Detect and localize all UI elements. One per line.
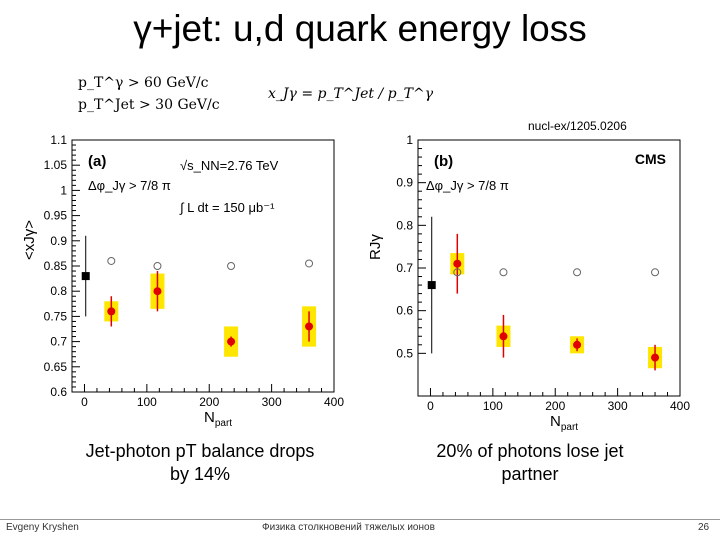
- panel-a-ytick-label: 0.8: [50, 284, 67, 298]
- footer-course: Физика столкновений тяжелых ионов: [262, 522, 435, 533]
- panel-a-point-pbpb: [153, 287, 162, 296]
- panel-a-ytick-label: 0.85: [44, 259, 68, 273]
- panel-b-xtick-label: 400: [670, 399, 690, 413]
- panel-b-point-pbpb: [453, 259, 462, 268]
- panel-a-point-pbpb: [227, 337, 236, 346]
- panel-a-point-reference: [153, 262, 162, 270]
- panel-a-label: (a): [88, 153, 106, 170]
- panel-a-point-pbpb: [107, 307, 116, 316]
- panel-b-xtick-label: 0: [427, 399, 434, 413]
- panel-b-ytick-label: 0.9: [396, 176, 413, 190]
- panel-b-ytick-label: 0.6: [396, 304, 413, 318]
- panel-a-point-pp: [81, 272, 90, 281]
- footer-divider: [0, 519, 720, 520]
- caption-balance: Jet-photon pT balance drops by 14%: [85, 441, 315, 484]
- panel-a-point-pbpb: [305, 322, 314, 331]
- reference-label: nucl-ex/1205.0206: [528, 119, 627, 133]
- panel-b-point-pbpb: [499, 332, 508, 341]
- panel-a-annot-dphi: Δφ_Jγ > 7/8 π: [88, 178, 171, 193]
- kinematic-cuts: p_T^γ > 60 GeV/c p_T^Jet > 30 GeV/c: [78, 72, 220, 116]
- panel-a-ytick-label: 1: [60, 183, 67, 197]
- cut-jet-pt: p_T^Jet > 30 GeV/c: [78, 97, 220, 113]
- panel-b-point-reference: [651, 268, 660, 277]
- panel-a-ytick-label: 0.6: [50, 385, 67, 399]
- panel-a-ytick-label: 0.95: [44, 209, 68, 223]
- panel-b-xtick-label: 200: [545, 399, 565, 413]
- panel-b-point-reference: [573, 268, 582, 277]
- panel-a-point-reference: [305, 259, 314, 268]
- caption-partner: 20% of photons lose jet partner: [436, 441, 624, 484]
- panel-b-xlabel: Npart: [550, 413, 578, 433]
- panel-a-xlabel: Npart: [204, 409, 232, 429]
- panel-a-ytick-label: 1.1: [50, 133, 67, 147]
- panel-a-xtick-label: 100: [137, 395, 157, 409]
- panel-b-point-pbpb: [651, 353, 660, 362]
- panel-a-ylabel: <xJγ>: [21, 220, 38, 260]
- panel-b-ylabel: RJγ: [367, 234, 384, 260]
- panel-b-ytick-label: 0.5: [396, 346, 413, 360]
- panel-a-xtick-label: 0: [81, 395, 88, 409]
- panel-a-xtick-label: 300: [262, 395, 282, 409]
- panel-b-point-reference: [499, 268, 508, 277]
- footer-page: 26: [698, 522, 710, 533]
- panel-b-ytick-label: 0.7: [396, 261, 413, 275]
- xjg-definition: x_Jγ = p_T^Jet / p_T^γ: [268, 86, 434, 102]
- panel-a-ytick-label: 0.65: [44, 360, 68, 374]
- panel-b-label: (b): [434, 153, 453, 170]
- panel-b-ytick-label: 0.8: [396, 218, 413, 232]
- panel-a-annot-lumi: ∫ L dt = 150 μb⁻¹: [179, 200, 275, 215]
- cut-photon-pt: p_T^γ > 60 GeV/c: [78, 75, 209, 91]
- panel-b-point-pbpb: [573, 340, 582, 349]
- panel-b-point-reference: [453, 268, 462, 277]
- panel-a-ytick-label: 0.9: [50, 234, 67, 248]
- panel-b-point-pp: [427, 281, 436, 290]
- panel-b-annot-dphi: Δφ_Jγ > 7/8 π: [426, 178, 509, 193]
- slide-title: γ+jet: u,d quark energy loss: [133, 8, 587, 49]
- panel-a-xtick-label: 200: [199, 395, 219, 409]
- panel-b-xtick-label: 100: [483, 399, 503, 413]
- panel-a-point-reference: [107, 256, 116, 265]
- panel-a-ytick-label: 0.75: [44, 309, 68, 323]
- panel-a-xtick-label: 400: [324, 395, 344, 409]
- footer-author: Evgeny Kryshen: [6, 522, 79, 533]
- panel-b-xtick-label: 300: [608, 399, 628, 413]
- panel-a-ytick-label: 0.7: [50, 335, 67, 349]
- panel-b-experiment: CMS: [635, 151, 666, 167]
- panel-a-point-reference: [227, 262, 236, 270]
- panel-a-annot-energy: √s_NN=2.76 TeV: [180, 158, 279, 173]
- panel-a-ytick-label: 1.05: [44, 158, 68, 172]
- panel-b-ytick-label: 1: [406, 133, 413, 147]
